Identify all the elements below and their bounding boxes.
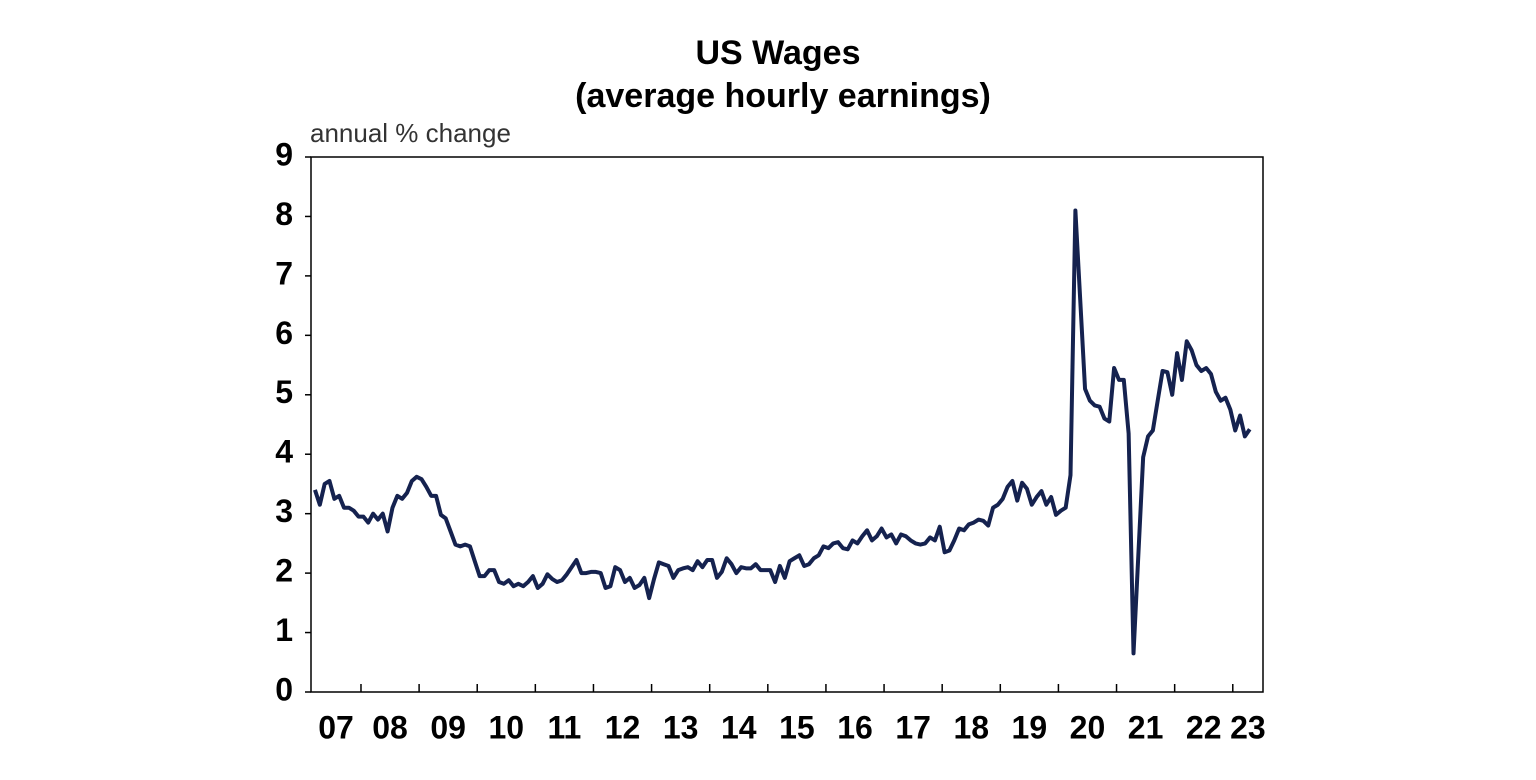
y-tick-label: 1	[275, 612, 293, 648]
x-tick-label: 12	[605, 709, 641, 745]
x-tick-label: 16	[837, 709, 873, 745]
x-tick-label: 17	[895, 709, 931, 745]
x-tick-label: 08	[372, 709, 408, 745]
plot-frame	[310, 156, 1264, 693]
y-tick-label: 8	[275, 196, 293, 232]
x-tick-label: 18	[953, 709, 989, 745]
y-axis-label: annual % change	[310, 118, 511, 148]
x-tick-label: 21	[1128, 709, 1164, 745]
x-tick-label: 20	[1070, 709, 1106, 745]
x-tick-label: 11	[547, 709, 581, 745]
x-tick-label: 07	[318, 709, 354, 745]
x-tick-label: 22	[1186, 709, 1222, 745]
x-tick-label: 23	[1230, 709, 1266, 745]
y-tick-label: 3	[275, 493, 293, 529]
y-tick-label: 5	[275, 374, 293, 410]
x-tick-label: 15	[779, 709, 815, 745]
y-tick-label: 6	[275, 315, 293, 351]
x-tick-label: 09	[430, 709, 466, 745]
y-tick-label: 0	[275, 671, 293, 707]
chart-subtitle: (average hourly earnings)	[575, 77, 991, 115]
x-tick-label: 19	[1012, 709, 1048, 745]
y-tick-label: 7	[275, 255, 293, 291]
x-tick-label: 13	[663, 709, 699, 745]
x-tick-label: 14	[721, 709, 757, 745]
y-tick-label: 9	[275, 136, 293, 172]
y-tick-label: 4	[275, 434, 293, 470]
y-tick-label: 2	[275, 553, 293, 589]
x-tick-label: 10	[488, 709, 524, 745]
line-series	[313, 208, 1252, 656]
chart-title: US Wages	[695, 34, 860, 72]
